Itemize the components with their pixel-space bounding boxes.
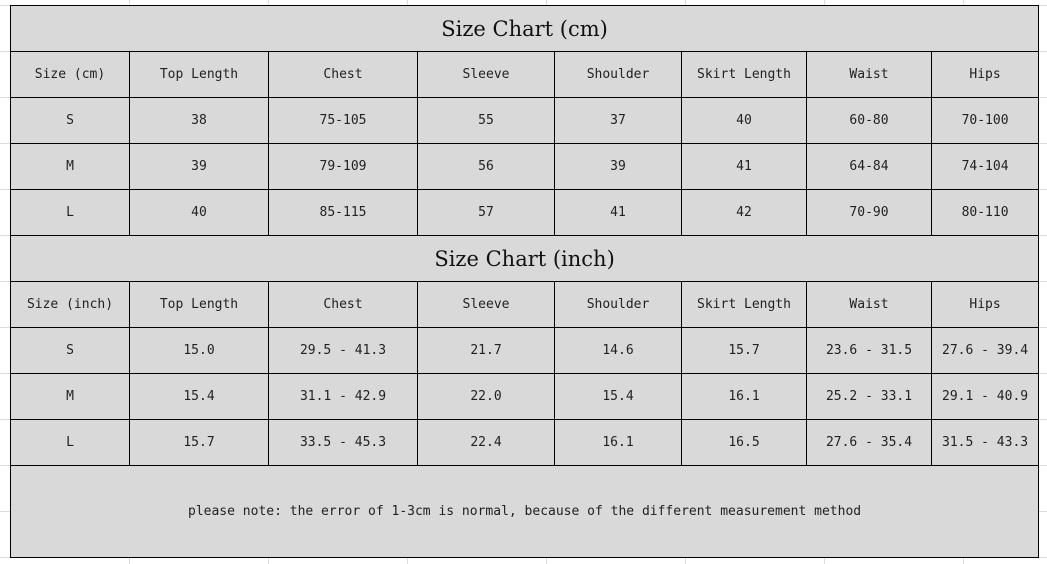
data-cell[interactable]: 16.1	[681, 373, 807, 420]
data-cell[interactable]: L	[10, 189, 130, 236]
table-row: S 15.0 29.5 - 41.3 21.7 14.6 15.7 23.6 - 31.5 2…	[10, 327, 1040, 374]
data-cell[interactable]: L	[10, 419, 130, 466]
data-cell[interactable]: 70-100	[930, 97, 1040, 144]
cm_chart-title-row: Size Chart (cm)	[9, 5, 1040, 52]
data-cell[interactable]: 29.5 - 41.3	[268, 327, 418, 374]
data-cell[interactable]: 60-80	[806, 97, 932, 144]
data-cell[interactable]: 37	[554, 97, 682, 144]
data-cell[interactable]: 16.5	[681, 419, 807, 466]
data-cell[interactable]: 27.6 - 39.4	[930, 327, 1040, 374]
note-row: please note: the error of 1-3cm is norma…	[9, 465, 1040, 558]
data-cell[interactable]: 22.0	[417, 373, 555, 420]
data-cell[interactable]: 31.1 - 42.9	[268, 373, 418, 420]
data-cell[interactable]: 29.1 - 40.9	[930, 373, 1040, 420]
table-row: L 40 85-115 57 41 42 70-90 80-110	[10, 189, 1040, 236]
data-cell[interactable]: 55	[417, 97, 555, 144]
data-cell[interactable]: 85-115	[268, 189, 418, 236]
header-cell[interactable]: Top Length	[129, 281, 269, 328]
data-cell[interactable]: 39	[129, 143, 269, 190]
data-cell[interactable]: 27.6 - 35.4	[806, 419, 932, 466]
data-cell[interactable]: 39	[554, 143, 682, 190]
header-cell[interactable]: Waist	[806, 51, 932, 98]
data-cell[interactable]: S	[10, 97, 130, 144]
header-row: Size (cm) Top Length Chest Sleeve Shoulder Sk…	[10, 51, 1040, 98]
table-row: S 38 75-105 55 37 40 60-80 70-100	[10, 97, 1040, 144]
data-cell[interactable]: 15.4	[554, 373, 682, 420]
chart-title[interactable]: Size Chart (inch)	[9, 235, 1040, 282]
header-cell[interactable]: Shoulder	[554, 51, 682, 98]
data-cell[interactable]: 80-110	[930, 189, 1040, 236]
data-cell[interactable]: 14.6	[554, 327, 682, 374]
header-cell[interactable]: Chest	[268, 281, 418, 328]
header-cell[interactable]: Shoulder	[554, 281, 682, 328]
data-cell[interactable]: 16.1	[554, 419, 682, 466]
header-cell[interactable]: Skirt Length	[681, 281, 807, 328]
data-cell[interactable]: 79-109	[268, 143, 418, 190]
data-cell[interactable]: 41	[681, 143, 807, 190]
data-cell[interactable]: 15.0	[129, 327, 269, 374]
data-cell[interactable]: 42	[681, 189, 807, 236]
header-cell[interactable]: Waist	[806, 281, 932, 328]
data-cell[interactable]: 70-90	[806, 189, 932, 236]
data-cell[interactable]: 74-104	[930, 143, 1040, 190]
data-cell[interactable]: 15.7	[129, 419, 269, 466]
data-cell[interactable]: 31.5 - 43.3	[930, 419, 1040, 466]
header-cell[interactable]: Hips	[930, 281, 1040, 328]
data-cell[interactable]: 57	[417, 189, 555, 236]
measurement-note[interactable]: please note: the error of 1-3cm is norma…	[9, 465, 1040, 558]
data-cell[interactable]: 38	[129, 97, 269, 144]
data-cell[interactable]: 15.4	[129, 373, 269, 420]
table-row: M 15.4 31.1 - 42.9 22.0 15.4 16.1 25.2 - 33.1 2…	[10, 373, 1040, 420]
header-cell[interactable]: Top Length	[129, 51, 269, 98]
data-cell[interactable]: 22.4	[417, 419, 555, 466]
chart-title[interactable]: Size Chart (cm)	[9, 5, 1040, 52]
data-cell[interactable]: 25.2 - 33.1	[806, 373, 932, 420]
data-cell[interactable]: 56	[417, 143, 555, 190]
header-cell[interactable]: Skirt Length	[681, 51, 807, 98]
header-cell[interactable]: Size (inch)	[10, 281, 130, 328]
table-row: L 15.7 33.5 - 45.3 22.4 16.1 16.5 27.6 - 35.4 3…	[10, 419, 1040, 466]
header-cell[interactable]: Chest	[268, 51, 418, 98]
data-cell[interactable]: S	[10, 327, 130, 374]
table-row: M 39 79-109 56 39 41 64-84 74-104	[10, 143, 1040, 190]
header-cell[interactable]: Hips	[930, 51, 1040, 98]
data-cell[interactable]: 23.6 - 31.5	[806, 327, 932, 374]
data-cell[interactable]: 21.7	[417, 327, 555, 374]
header-cell[interactable]: Sleeve	[417, 281, 555, 328]
header-row: Size (inch) Top Length Chest Sleeve Shoulder…	[10, 281, 1040, 328]
inch_chart-title-row: Size Chart (inch)	[9, 235, 1040, 282]
data-cell[interactable]: M	[10, 373, 130, 420]
header-cell[interactable]: Size (cm)	[10, 51, 130, 98]
data-cell[interactable]: 15.7	[681, 327, 807, 374]
size-chart-table: Size Chart (cm) Size (cm) Top Length Chest S…	[9, 5, 1040, 558]
data-cell[interactable]: M	[10, 143, 130, 190]
data-cell[interactable]: 40	[129, 189, 269, 236]
data-cell[interactable]: 64-84	[806, 143, 932, 190]
data-cell[interactable]: 75-105	[268, 97, 418, 144]
data-cell[interactable]: 41	[554, 189, 682, 236]
header-cell[interactable]: Sleeve	[417, 51, 555, 98]
data-cell[interactable]: 40	[681, 97, 807, 144]
data-cell[interactable]: 33.5 - 45.3	[268, 419, 418, 466]
